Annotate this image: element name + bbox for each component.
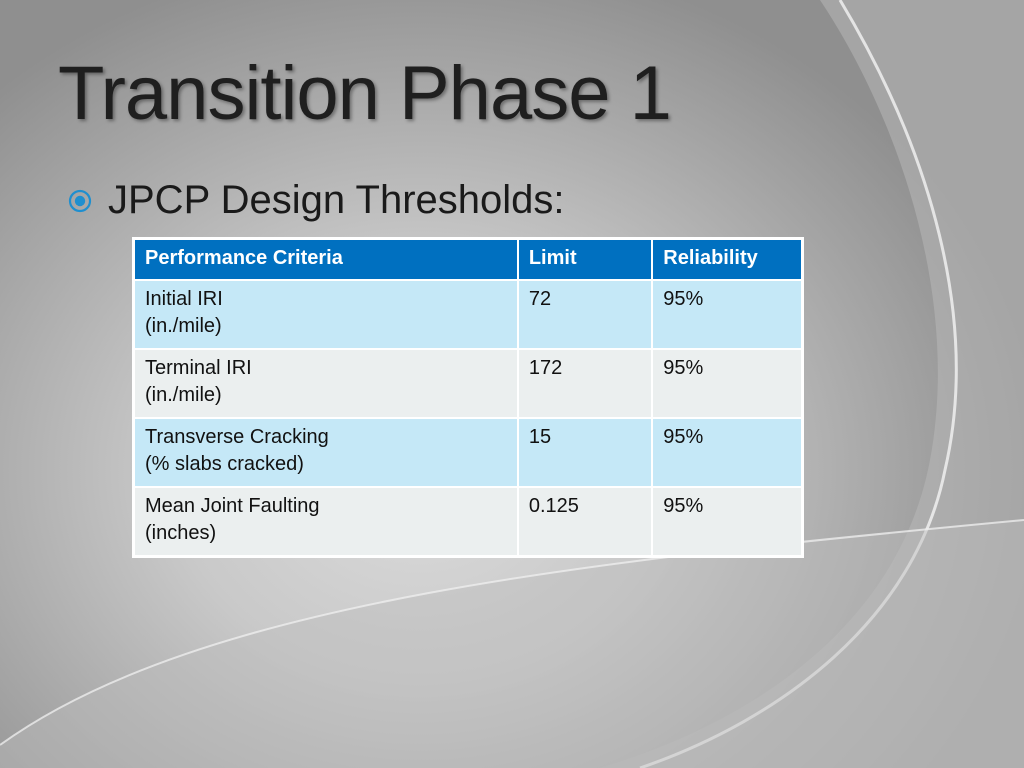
criteria-unit: (in./mile) <box>145 315 222 337</box>
header-limit: Limit <box>516 238 654 281</box>
limit-cell: 172 <box>516 348 654 419</box>
reliability-cell: 95% <box>651 486 803 557</box>
bullet-text: JPCP Design Thresholds: <box>108 178 565 222</box>
criteria-cell: Transverse Cracking (% slabs cracked) <box>133 417 519 488</box>
table-row: Initial IRI (in./mile) 72 95% <box>133 279 803 350</box>
slide-title: Transition Phase 1 <box>58 51 672 136</box>
header-reliability: Reliability <box>651 238 803 281</box>
reliability-cell: 95% <box>651 279 803 350</box>
table-row: Terminal IRI (in./mile) 172 95% <box>133 348 803 419</box>
reliability-cell: 95% <box>651 348 803 419</box>
table-row: Transverse Cracking (% slabs cracked) 15… <box>133 417 803 488</box>
criteria-cell: Terminal IRI (in./mile) <box>133 348 519 419</box>
criteria-name: Mean Joint Faulting <box>145 495 320 517</box>
criteria-unit: (% slabs cracked) <box>145 453 304 475</box>
criteria-unit: (in./mile) <box>145 384 222 406</box>
criteria-cell: Mean Joint Faulting (inches) <box>133 486 519 557</box>
limit-cell: 0.125 <box>516 486 654 557</box>
limit-cell: 72 <box>516 279 654 350</box>
reliability-cell: 95% <box>651 417 803 488</box>
thresholds-table: Performance Criteria Limit Reliability I… <box>133 238 803 557</box>
limit-cell: 15 <box>516 417 654 488</box>
criteria-name: Initial IRI <box>145 288 223 310</box>
table-header-row: Performance Criteria Limit Reliability <box>133 238 803 281</box>
bullet-item: JPCP Design Thresholds: <box>68 178 565 223</box>
header-performance-criteria: Performance Criteria <box>133 238 519 281</box>
table-row: Mean Joint Faulting (inches) 0.125 95% <box>133 486 803 557</box>
criteria-name: Terminal IRI <box>145 357 252 379</box>
criteria-name: Transverse Cracking <box>145 426 329 448</box>
criteria-unit: (inches) <box>145 522 217 544</box>
circled-dot-bullet-icon <box>68 189 92 212</box>
criteria-cell: Initial IRI (in./mile) <box>133 279 519 350</box>
